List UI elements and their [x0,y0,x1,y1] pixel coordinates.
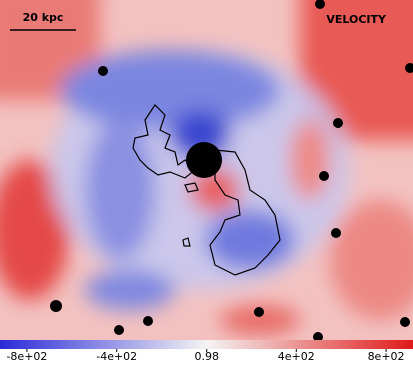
colorbar-tick-label: -4e+02 [96,350,137,363]
colorbar-tick-label: 4e+02 [278,350,315,363]
map-label: VELOCITY [326,13,387,26]
colorbar-tick-label: 0.98 [194,350,219,363]
colorbar-tick-label: -8e+02 [6,350,47,363]
velocity-map: 20 kpc VELOCITY [0,0,413,340]
scale-bar-label: 20 kpc [23,11,64,24]
colorbar [0,340,413,349]
colorbar-tick-label: 8e+02 [368,350,405,363]
